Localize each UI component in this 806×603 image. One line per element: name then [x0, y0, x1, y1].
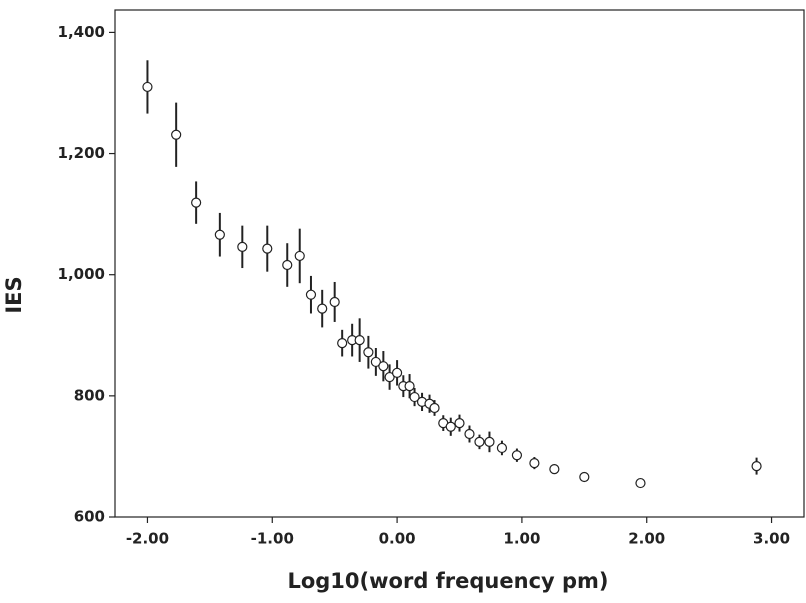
y-tick-label: 1,000	[58, 265, 105, 283]
data-point	[294, 250, 305, 262]
data-point	[142, 81, 153, 93]
data-point	[511, 450, 523, 461]
y-tick-label: 600	[74, 508, 105, 526]
data-point	[262, 243, 273, 254]
data-point	[579, 471, 590, 483]
data-point	[282, 259, 293, 271]
x-tick-label: 2.00	[628, 530, 665, 548]
data-point	[171, 129, 182, 140]
data-point	[337, 338, 348, 349]
data-point	[409, 391, 420, 403]
data-point	[363, 347, 374, 358]
plot-frame	[114, 9, 805, 518]
data-point	[305, 289, 317, 300]
data-point	[391, 367, 403, 378]
data-point	[464, 428, 475, 440]
x-tick-label: -1.00	[251, 530, 294, 548]
data-point	[191, 197, 202, 208]
y-axis-title: IES	[2, 276, 26, 313]
data-point	[237, 241, 248, 252]
data-point	[329, 296, 340, 308]
x-tick-label: 0.00	[379, 530, 416, 548]
data-point	[214, 229, 225, 240]
data-point	[445, 421, 456, 432]
data-point	[429, 402, 440, 414]
x-tick-label: 3.00	[753, 530, 790, 548]
data-point	[404, 381, 415, 392]
y-tick-label: 800	[74, 386, 105, 404]
data-point	[384, 371, 395, 383]
data-point	[635, 477, 646, 489]
data-point	[317, 303, 328, 314]
data-point	[751, 461, 762, 472]
data-point	[484, 436, 495, 447]
y-tick-label: 1,200	[58, 144, 105, 162]
data-point	[378, 361, 389, 372]
data-point	[454, 418, 465, 429]
data-point	[370, 356, 381, 368]
y-tick-label: 1,400	[58, 23, 105, 41]
data-point	[474, 436, 485, 447]
data-point	[354, 335, 365, 346]
data-point	[549, 464, 560, 475]
data-point	[529, 457, 540, 469]
data-point	[496, 442, 508, 454]
x-tick-label: -2.00	[126, 530, 169, 548]
x-tick-label: 1.00	[503, 530, 540, 548]
x-axis-title: Log10(word frequency pm)	[287, 569, 608, 593]
